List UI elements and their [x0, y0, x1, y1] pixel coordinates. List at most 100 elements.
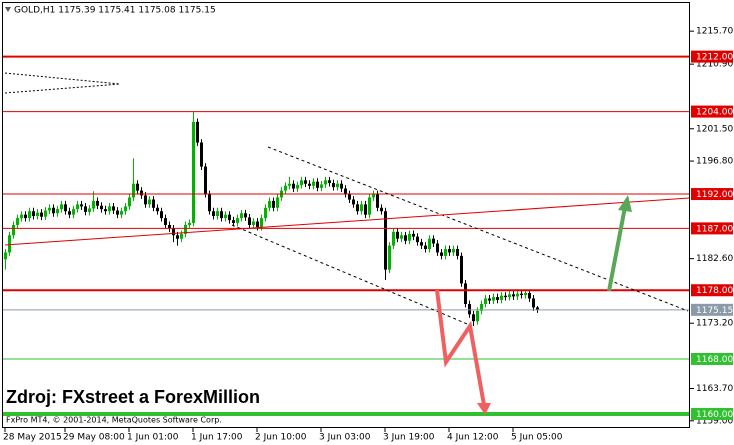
x-tick-label: 2 Jun 10:00 — [255, 433, 307, 443]
candle — [192, 111, 195, 227]
x-tick-label: 5 Jun 05:00 — [511, 433, 563, 443]
x-tick-label: 1 Jun 01:00 — [127, 433, 179, 443]
candle-body — [288, 183, 291, 186]
level-label-box — [691, 303, 733, 316]
candle-body — [264, 207, 267, 219]
candle-body — [76, 204, 79, 210]
candle-body — [496, 297, 499, 300]
candle-body — [24, 214, 27, 219]
candle-body — [88, 208, 91, 212]
candle-body — [360, 204, 363, 212]
candle-body — [428, 238, 431, 250]
candle — [44, 207, 47, 221]
candle-body — [16, 218, 19, 225]
candle — [272, 197, 275, 212]
candle-body — [192, 121, 195, 223]
candle-body — [384, 211, 387, 270]
x-tick-label: 29 May 08:00 — [63, 433, 125, 443]
candle — [160, 207, 163, 222]
candle — [32, 207, 35, 220]
candle-body — [344, 188, 347, 195]
candle — [468, 300, 471, 318]
candle-body — [48, 207, 51, 211]
candle — [216, 207, 219, 220]
candle — [156, 204, 159, 215]
candle — [300, 176, 303, 189]
candle — [100, 202, 103, 213]
candle-body — [116, 210, 119, 215]
candle — [452, 245, 455, 256]
candle — [316, 178, 319, 192]
candle-body — [188, 222, 191, 225]
candle-body — [64, 204, 67, 212]
candle-body — [276, 197, 279, 208]
candle-body — [508, 294, 511, 298]
candle-body — [212, 211, 215, 217]
candle — [380, 204, 383, 215]
candle-body — [388, 245, 391, 270]
candle — [428, 235, 431, 253]
candle — [332, 179, 335, 191]
header-icon — [5, 7, 11, 12]
x-tick-label: 4 Jun 12:00 — [447, 433, 499, 443]
candle — [268, 197, 271, 212]
candle-body — [436, 243, 439, 253]
candle-body — [228, 214, 231, 221]
candle-body — [60, 204, 63, 210]
candle-body — [56, 209, 59, 214]
candle — [4, 249, 7, 270]
candle-body — [464, 283, 467, 304]
candle — [64, 200, 67, 215]
level-label-box — [691, 407, 733, 420]
candle — [152, 196, 155, 212]
candle — [276, 194, 279, 212]
candle — [492, 293, 495, 304]
candle — [296, 181, 299, 192]
y-tick-label: 1173.20 — [696, 319, 733, 329]
candle-body — [432, 238, 435, 244]
y-tick-label: 1159.00 — [696, 416, 733, 426]
candle-body — [268, 200, 271, 208]
candle — [208, 190, 211, 215]
candle — [444, 245, 447, 260]
candle-body — [480, 303, 483, 311]
candle — [112, 202, 115, 214]
candle — [80, 200, 83, 210]
candle-body — [528, 292, 531, 299]
candle-body — [376, 194, 379, 208]
candle-body — [488, 298, 491, 301]
candle-body — [176, 235, 179, 239]
candle-body — [68, 211, 71, 215]
candle-body — [484, 298, 487, 304]
candle — [24, 211, 27, 222]
candle-body — [8, 235, 11, 253]
candle — [148, 196, 151, 208]
candle — [396, 228, 399, 243]
candle-body — [112, 206, 115, 211]
candle-body — [32, 211, 35, 217]
candle — [448, 245, 451, 256]
candle-body — [232, 220, 235, 223]
candle-body — [364, 204, 367, 215]
candle — [328, 176, 331, 187]
candle-body — [216, 211, 219, 217]
candle — [420, 238, 423, 250]
candle-body — [320, 184, 323, 188]
y-tick-label: 1215.70 — [696, 27, 733, 37]
candle — [356, 200, 359, 215]
candle — [188, 219, 191, 229]
candle — [252, 218, 255, 229]
candle-body — [312, 181, 315, 186]
candle — [128, 194, 131, 210]
level-label: 1168.00 — [696, 355, 733, 365]
level-label-box — [691, 352, 733, 365]
candle-body — [84, 206, 87, 212]
candle — [340, 180, 343, 192]
candle-body — [536, 307, 539, 310]
y-tick-label: 1201.50 — [696, 124, 733, 134]
candle — [312, 178, 315, 190]
candle-body — [80, 204, 83, 207]
candle-body — [44, 210, 47, 217]
candle — [96, 197, 99, 210]
